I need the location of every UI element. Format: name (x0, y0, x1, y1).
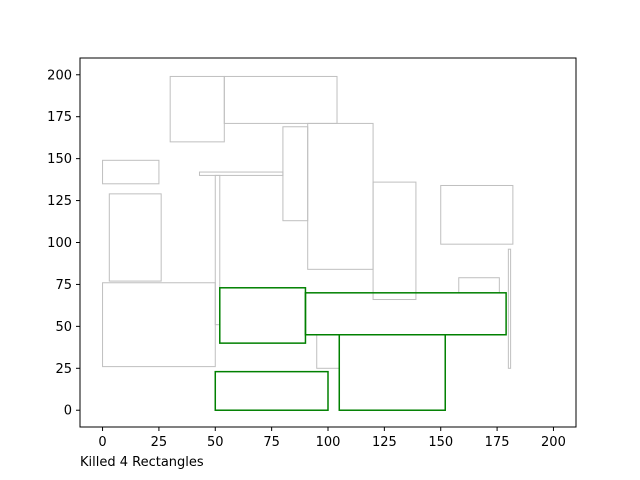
killed-rectangle-3 (338, 334, 446, 411)
x-tick-label: 125 (372, 435, 397, 450)
x-tick-label: 25 (151, 435, 168, 450)
y-tick-label: 50 (55, 320, 72, 335)
rectangle-12 (458, 277, 500, 294)
y-tick-label: 0 (64, 404, 72, 419)
rectangle-10 (108, 193, 162, 282)
x-tick-label: 0 (98, 435, 106, 450)
rectangle-3 (102, 159, 160, 185)
rectangle-2 (223, 75, 338, 124)
y-tick-label: 100 (47, 236, 72, 251)
x-tick-label: 200 (541, 435, 566, 450)
rectangle-6 (282, 126, 309, 222)
x-axis: 0 25 50 75 100 125 150 175 200 (98, 427, 566, 450)
chart-caption: Killed 4 Rectangles (80, 455, 204, 470)
rectangle-7 (307, 122, 374, 270)
y-tick-label: 75 (55, 278, 72, 293)
x-tick-label: 75 (263, 435, 280, 450)
y-tick-label: 200 (47, 68, 72, 83)
y-axis: 0 25 50 75 100 125 150 175 200 (47, 68, 80, 419)
y-tick-label: 125 (47, 194, 72, 209)
rectangle-1 (169, 75, 225, 143)
x-tick-label: 175 (485, 435, 510, 450)
killed-rectangle-4 (214, 370, 329, 411)
y-tick-label: 25 (55, 362, 72, 377)
rectangle-14 (316, 334, 340, 369)
y-tick-label: 150 (47, 152, 72, 167)
rectangle-5 (214, 174, 221, 326)
y-tick-label: 175 (47, 110, 72, 125)
x-tick-label: 150 (428, 435, 453, 450)
rectangles-layer (102, 75, 514, 411)
rectangle-4 (198, 171, 284, 176)
x-tick-label: 50 (207, 435, 224, 450)
rectangle-8 (372, 181, 417, 301)
x-tick-label: 100 (316, 435, 341, 450)
rectangle-13 (507, 248, 512, 369)
rectangle-9 (440, 184, 514, 245)
rectangle-11 (102, 282, 216, 368)
killed-rectangle-1 (219, 287, 307, 344)
